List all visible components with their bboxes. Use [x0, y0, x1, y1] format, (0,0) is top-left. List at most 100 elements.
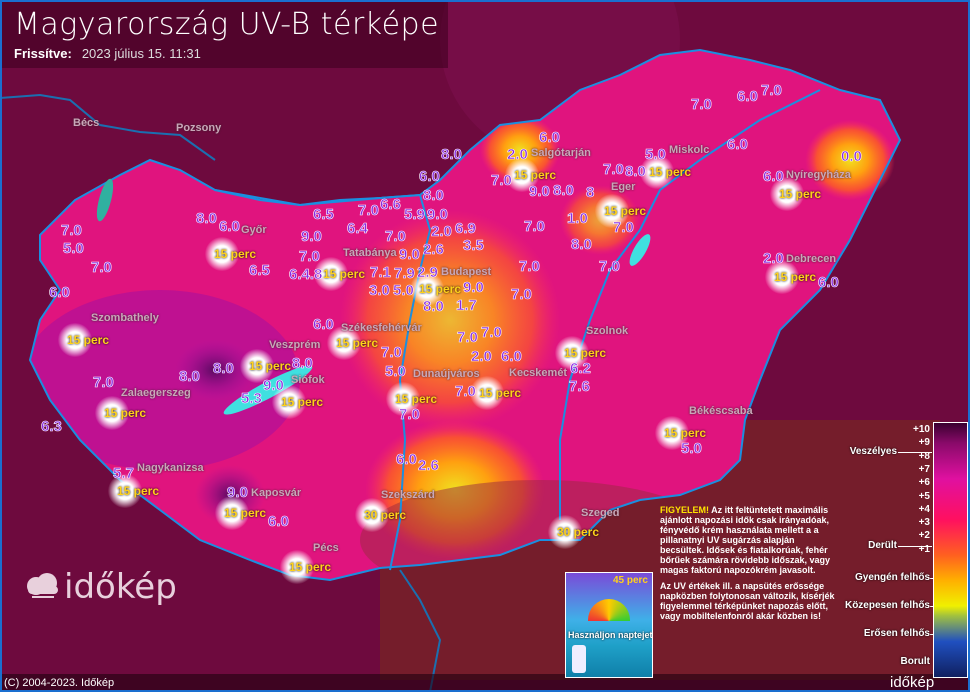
legend-line-medium: [930, 606, 933, 607]
exposure-time-label[interactable]: 15 perc: [514, 168, 557, 182]
city-label[interactable]: Szolnok: [586, 325, 629, 337]
exposure-time-label[interactable]: 30 perc: [364, 508, 407, 522]
exposure-time-label[interactable]: 15 perc: [419, 282, 462, 296]
exposure-glow: [355, 498, 389, 532]
uv-value: 7.0: [481, 324, 502, 341]
exposure-time-label[interactable]: 15 perc: [774, 270, 817, 284]
tisza-river: [559, 89, 821, 520]
legend-category: Veszélyes: [849, 446, 897, 457]
sunscreen-ad[interactable]: 45 perc Használjon naptejet!: [565, 572, 653, 678]
uv-value: 5.0: [63, 240, 84, 257]
city-label[interactable]: Budapest: [441, 266, 492, 278]
copyright: (C) 2004-2023. Időkép: [4, 677, 115, 689]
exposure-glow: [95, 396, 129, 430]
exposure-glow: [386, 382, 420, 416]
city-label[interactable]: Győr: [241, 224, 267, 236]
uv-value: 7.1: [370, 264, 391, 281]
exposure-glow: [58, 323, 92, 357]
idokep-logo-small[interactable]: időkép: [890, 674, 935, 691]
exposure-glow: [655, 416, 689, 450]
city-label[interactable]: Kecskemét: [509, 367, 568, 379]
exposure-time-label[interactable]: 15 perc: [336, 336, 379, 350]
uv-value: 7.0: [761, 82, 782, 99]
uv-value: 9.0: [529, 183, 550, 200]
city-label[interactable]: Bécs: [73, 117, 100, 129]
exposure-time-label[interactable]: 15 perc: [214, 247, 257, 261]
exposure-time-label[interactable]: 15 perc: [104, 406, 147, 420]
uv-value: 9.0: [263, 377, 284, 394]
uv-value: 5.9: [404, 206, 425, 223]
city-label[interactable]: Veszprém: [269, 339, 321, 351]
idokep-logo[interactable]: időkép: [24, 568, 177, 606]
uv-value: 7.0: [455, 383, 476, 400]
exposure-time-label[interactable]: 15 perc: [323, 267, 366, 281]
exposure-time-label[interactable]: 15 perc: [281, 395, 324, 409]
ad-time: 45 perc: [612, 575, 648, 586]
exposure-glow: [327, 326, 361, 360]
uv-value: 2.0: [471, 348, 492, 365]
exposure-time-label[interactable]: 15 perc: [289, 560, 332, 574]
exposure-glow: [410, 272, 444, 306]
uv-value: 1.7: [456, 297, 477, 314]
uv-value: 7.0: [524, 218, 545, 235]
exposure-time-label[interactable]: 15 perc: [779, 187, 822, 201]
lake-ferto: [96, 178, 114, 222]
city-label[interactable]: Nyíregyháza: [786, 169, 851, 181]
uv-value: 7.0: [381, 344, 402, 361]
city-label[interactable]: Siófok: [291, 374, 325, 386]
scale-tick: +1: [918, 543, 930, 555]
exposure-time-label[interactable]: 15 perc: [604, 204, 647, 218]
city-label[interactable]: Salgótarján: [531, 147, 591, 159]
city-label[interactable]: Székesfehérvár: [341, 322, 422, 334]
legend-line-clear: [898, 546, 932, 547]
uv-value: 6.2: [570, 360, 591, 377]
exposure-glow: [205, 237, 239, 271]
exposure-glow: [505, 158, 539, 192]
uv-value: 8: [586, 184, 595, 201]
scale-tick: +2: [918, 530, 930, 542]
exposure-glow: [765, 260, 799, 294]
uv-value: 6.0: [763, 168, 784, 185]
scale-tick: +7: [918, 463, 930, 475]
city-label[interactable]: Szeged: [581, 507, 620, 519]
city-label[interactable]: Pécs: [313, 542, 339, 554]
exposure-time-label[interactable]: 15 perc: [224, 506, 267, 520]
exposure-glow: [548, 515, 582, 549]
exposure-time-label[interactable]: 15 perc: [67, 333, 110, 347]
exposure-time-label[interactable]: 15 perc: [249, 359, 292, 373]
uv-value: 7.0: [491, 172, 512, 189]
uv-value: 6.0: [737, 88, 758, 105]
uv-value: 8.0: [179, 368, 200, 385]
exposure-time-label[interactable]: 30 perc: [557, 525, 600, 539]
uv-value: 3.0: [369, 282, 390, 299]
exposure-time-label[interactable]: 15 perc: [664, 426, 707, 440]
city-label[interactable]: Tatabánya: [343, 247, 397, 259]
uv-value: 3.5: [463, 237, 484, 254]
header: Magyarország UV-B térképe Frissítve: 2023…: [2, 2, 448, 68]
exposure-time-label[interactable]: 15 perc: [479, 386, 522, 400]
city-label[interactable]: Nagykanizsa: [137, 462, 204, 474]
city-label[interactable]: Szombathely: [91, 312, 159, 324]
uv-value: 7.0: [91, 259, 112, 276]
city-label[interactable]: Dunaújváros: [413, 368, 480, 380]
exposure-time-label[interactable]: 15 perc: [649, 165, 692, 179]
uv-value: 7.0: [385, 228, 406, 245]
legend-category: Gyengén felhős: [854, 572, 930, 583]
city-label[interactable]: Debrecen: [786, 253, 837, 265]
city-label[interactable]: Eger: [611, 181, 636, 193]
city-label[interactable]: Pozsony: [176, 122, 222, 134]
city-label[interactable]: Zalaegerszeg: [121, 387, 191, 399]
uv-value: 6.0: [268, 513, 289, 530]
city-label[interactable]: Miskolc: [669, 144, 710, 156]
exposure-time-label[interactable]: 15 perc: [564, 346, 607, 360]
city-label[interactable]: Kaposvár: [251, 487, 302, 499]
uv-value: 2.0: [763, 250, 784, 267]
uv-value: 8.0: [441, 146, 462, 163]
umbrella-icon: [588, 599, 630, 621]
brand-text: időkép: [64, 567, 177, 607]
uv-value: 7.0: [358, 202, 379, 219]
exposure-time-label[interactable]: 15 perc: [117, 484, 160, 498]
exposure-time-label[interactable]: 15 perc: [395, 392, 438, 406]
city-label[interactable]: Békéscsaba: [689, 405, 753, 417]
city-label[interactable]: Szekszárd: [381, 489, 435, 501]
